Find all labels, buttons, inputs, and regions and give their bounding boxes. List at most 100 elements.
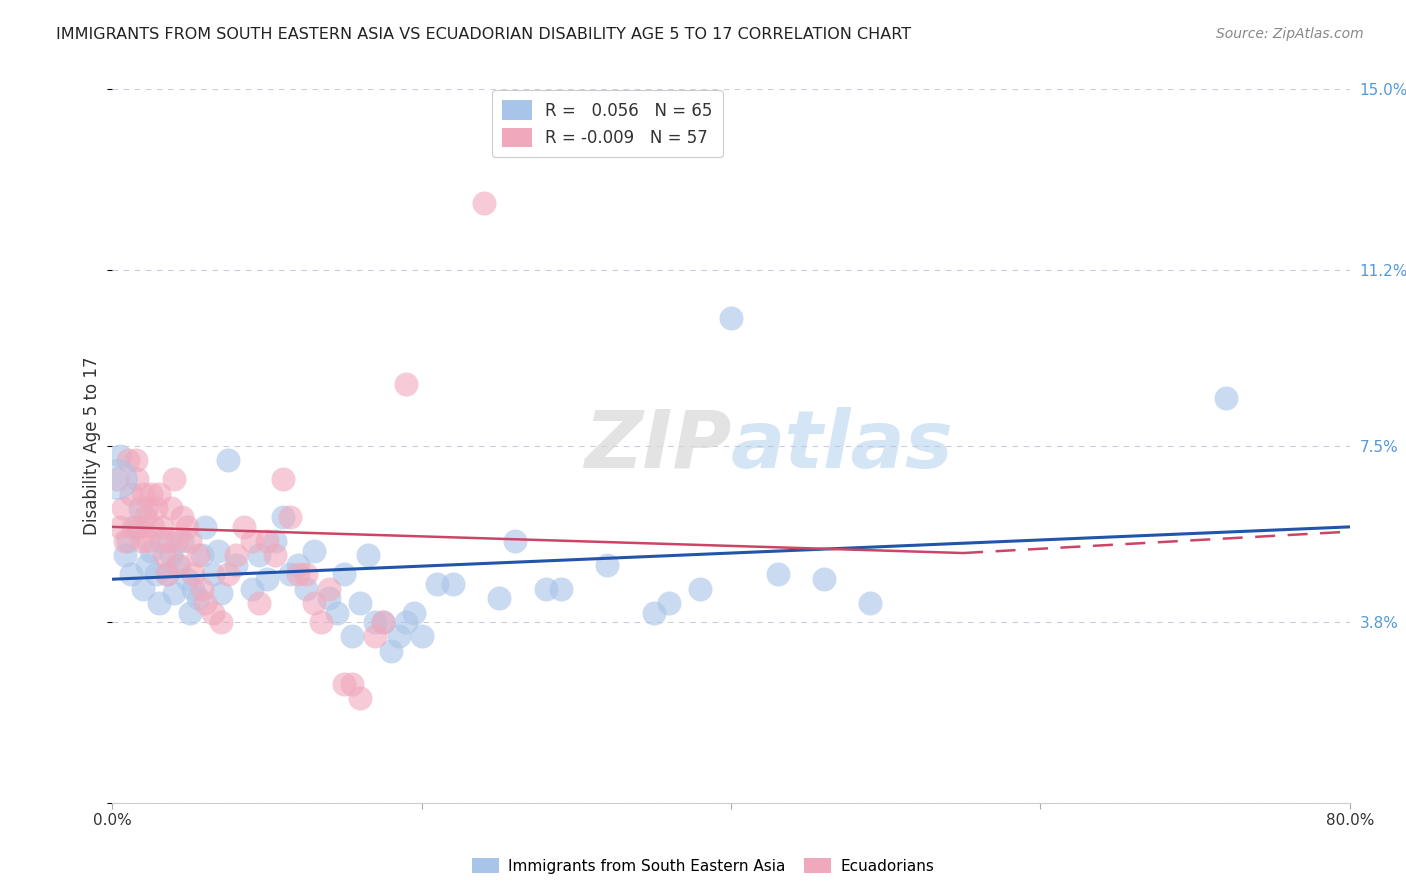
- Point: [256, 534, 278, 549]
- Point: [186, 591, 209, 606]
- Point: [388, 629, 411, 643]
- Point: [160, 500, 183, 515]
- Point: [240, 582, 263, 596]
- Point: [132, 486, 155, 500]
- Point: [209, 586, 232, 600]
- Point: [176, 520, 198, 534]
- Point: [176, 572, 198, 586]
- Point: [287, 567, 309, 582]
- Point: [141, 543, 163, 558]
- Point: [105, 472, 128, 486]
- Point: [333, 567, 356, 582]
- Point: [135, 558, 157, 572]
- Point: [264, 549, 287, 563]
- Point: [325, 606, 349, 620]
- Point: [217, 567, 239, 582]
- Point: [191, 549, 214, 563]
- Point: [813, 572, 835, 586]
- Point: [472, 196, 495, 211]
- Point: [247, 596, 270, 610]
- Point: [141, 486, 163, 500]
- Point: [148, 596, 170, 610]
- Point: [278, 510, 302, 524]
- Text: ZIP: ZIP: [583, 407, 731, 485]
- Point: [207, 543, 229, 558]
- Point: [225, 558, 247, 572]
- Point: [441, 577, 464, 591]
- Point: [186, 549, 209, 563]
- Point: [689, 582, 711, 596]
- Point: [225, 549, 247, 563]
- Text: IMMIGRANTS FROM SOUTH EASTERN ASIA VS ECUADORIAN DISABILITY AGE 5 TO 17 CORRELAT: IMMIGRANTS FROM SOUTH EASTERN ASIA VS EC…: [56, 27, 911, 42]
- Point: [145, 500, 167, 515]
- Point: [194, 520, 217, 534]
- Point: [181, 567, 204, 582]
- Point: [488, 591, 510, 606]
- Point: [340, 629, 363, 643]
- Point: [295, 582, 318, 596]
- Point: [411, 629, 433, 643]
- Point: [121, 520, 143, 534]
- Legend: R =   0.056   N = 65, R = -0.009   N = 57: R = 0.056 N = 65, R = -0.009 N = 57: [492, 90, 723, 157]
- Point: [152, 549, 174, 563]
- Point: [380, 643, 402, 657]
- Point: [135, 500, 157, 515]
- Point: [233, 520, 256, 534]
- Text: Source: ZipAtlas.com: Source: ZipAtlas.com: [1216, 27, 1364, 41]
- Point: [166, 534, 188, 549]
- Point: [371, 615, 394, 629]
- Point: [117, 534, 139, 549]
- Point: [364, 629, 387, 643]
- Point: [202, 606, 225, 620]
- Point: [302, 543, 325, 558]
- Point: [120, 567, 142, 582]
- Point: [503, 534, 526, 549]
- Point: [340, 677, 363, 691]
- Point: [191, 582, 214, 596]
- Point: [117, 453, 139, 467]
- Point: [129, 500, 152, 515]
- Point: [349, 691, 371, 706]
- Point: [720, 310, 742, 325]
- Point: [148, 486, 170, 500]
- Point: [132, 582, 155, 596]
- Point: [278, 567, 302, 582]
- Point: [333, 677, 356, 691]
- Point: [172, 534, 194, 549]
- Text: atlas: atlas: [731, 407, 953, 485]
- Point: [318, 591, 340, 606]
- Point: [114, 534, 136, 549]
- Point: [596, 558, 619, 572]
- Point: [110, 449, 132, 463]
- Point: [131, 534, 153, 549]
- Point: [643, 606, 665, 620]
- Point: [371, 615, 394, 629]
- Point: [240, 534, 263, 549]
- Point: [194, 596, 217, 610]
- Point: [179, 534, 201, 549]
- Point: [167, 558, 190, 572]
- Point: [129, 520, 152, 534]
- Point: [1215, 392, 1237, 406]
- Point: [364, 615, 387, 629]
- Point: [142, 520, 165, 534]
- Point: [295, 567, 318, 582]
- Point: [166, 558, 188, 572]
- Point: [136, 534, 159, 549]
- Point: [163, 472, 186, 486]
- Point: [150, 520, 173, 534]
- Point: [202, 567, 225, 582]
- Point: [395, 615, 418, 629]
- Point: [550, 582, 572, 596]
- Point: [124, 453, 148, 467]
- Point: [271, 472, 294, 486]
- Point: [349, 596, 371, 610]
- Point: [120, 486, 142, 500]
- Point: [247, 549, 270, 563]
- Point: [271, 510, 294, 524]
- Point: [302, 596, 325, 610]
- Point: [256, 572, 278, 586]
- Point: [318, 582, 340, 596]
- Y-axis label: Disability Age 5 to 17: Disability Age 5 to 17: [83, 357, 101, 535]
- Point: [766, 567, 789, 582]
